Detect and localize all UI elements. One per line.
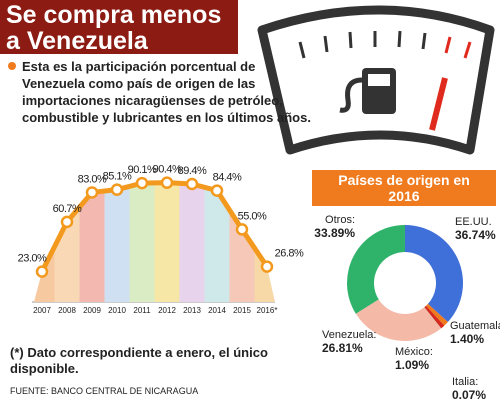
slice-label: México: — [395, 346, 433, 358]
slice — [347, 225, 405, 314]
pie-title: Países de origen en 2016 — [312, 170, 496, 206]
slice — [355, 299, 442, 341]
point — [60, 215, 74, 229]
slice-value: 1.40% — [450, 332, 484, 346]
band — [129, 182, 155, 302]
point — [260, 260, 274, 273]
value-label: 90.1% — [128, 164, 157, 176]
x-tick-label: 2015 — [233, 306, 251, 315]
value-label: 60.7% — [53, 203, 82, 215]
slice — [405, 225, 464, 323]
point — [160, 176, 174, 189]
point — [185, 177, 199, 191]
value-label: 83.0% — [78, 173, 107, 185]
line — [39, 180, 270, 273]
x-tick-label: 2014 — [208, 306, 226, 315]
slice — [424, 305, 445, 329]
source: FUENTE: BANCO CENTRAL DE NICARAGUA — [10, 386, 199, 396]
slice-label: Italia: — [452, 376, 478, 388]
gauge-icon — [257, 5, 495, 155]
band — [154, 182, 180, 302]
slice-value: 26.81% — [322, 341, 363, 355]
slice-label: EE.UU. — [455, 216, 492, 228]
slice-value: 36.74% — [455, 228, 496, 242]
slice — [426, 303, 448, 326]
value-label: 55.0% — [238, 210, 267, 222]
x-tick-label: 2011 — [133, 306, 151, 315]
value-label: 90.4% — [153, 164, 182, 176]
bullet — [8, 62, 16, 70]
x-tick-label: 2013 — [183, 306, 201, 315]
slice-value: 33.89% — [314, 226, 355, 240]
slice-label: Venezuela: — [322, 329, 376, 341]
title: Se compra menos a Venezuela — [0, 0, 238, 54]
band — [34, 182, 55, 302]
point — [35, 265, 49, 278]
slice-label: Otros: — [325, 214, 355, 226]
x-tick-label: 2008 — [58, 306, 76, 315]
slice-value: 0.07% — [452, 388, 486, 402]
slice-value: 1.09% — [395, 358, 429, 372]
point — [135, 176, 149, 190]
slice-label: Guatemala — [450, 320, 500, 332]
x-tick-label: 2012 — [158, 306, 176, 315]
x-tick-label: 2010 — [108, 306, 126, 315]
point — [110, 183, 124, 196]
point — [235, 223, 249, 236]
band — [254, 182, 275, 302]
value-label: 84.4% — [213, 171, 242, 183]
value-label: 26.8% — [275, 248, 304, 260]
slice — [424, 307, 442, 329]
point — [85, 186, 99, 199]
band — [104, 182, 130, 302]
value-label: 85.1% — [103, 171, 132, 183]
description: Esta es la participación porcentual de V… — [22, 59, 311, 125]
value-label: 23.0% — [18, 253, 47, 265]
note: (*) Dato correspondiente a enero, el úni… — [10, 345, 268, 376]
value-label: 89.4% — [178, 165, 207, 177]
x-tick-label: 2007 — [33, 306, 51, 315]
point — [210, 184, 224, 197]
x-tick-label: 2016* — [257, 306, 278, 315]
band — [179, 182, 205, 302]
x-tick-label: 2009 — [83, 306, 101, 315]
